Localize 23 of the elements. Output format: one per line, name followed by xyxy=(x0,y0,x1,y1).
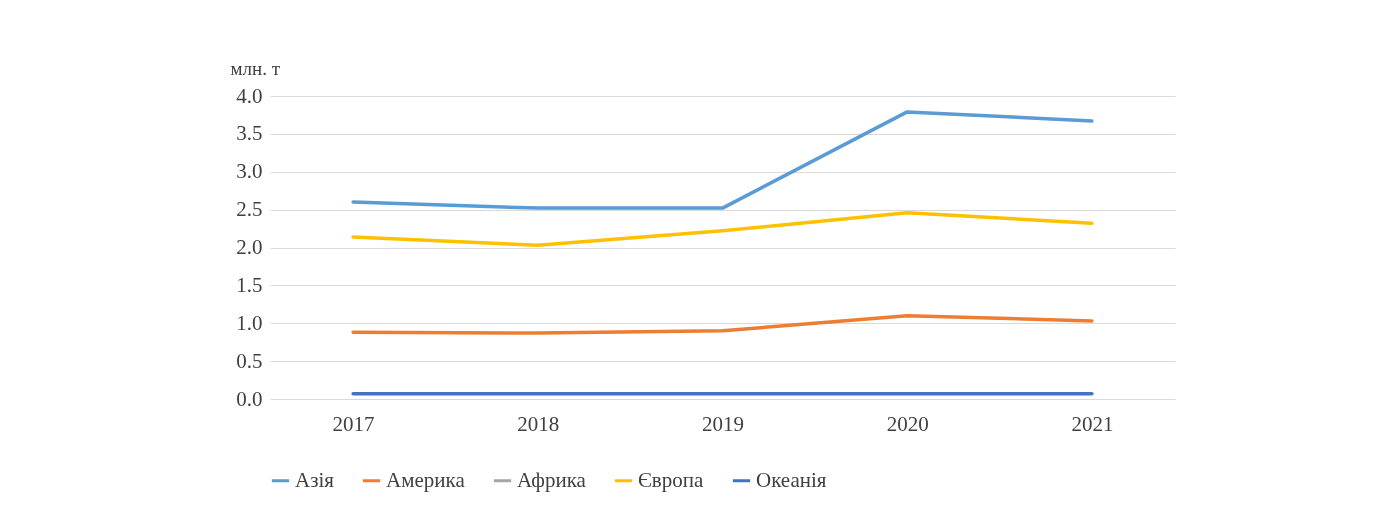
y-tick-label: 2.5 xyxy=(236,197,263,222)
y-tick-label: 0.5 xyxy=(236,348,263,373)
x-tick-label: 2021 xyxy=(1071,411,1114,436)
y-tick-label: 2.0 xyxy=(236,235,263,259)
y-tick-label: 1.0 xyxy=(236,310,263,335)
y-tick-label: 1.5 xyxy=(236,272,263,297)
x-tick-label: 2018 xyxy=(517,411,560,436)
y-tick-label: 3.0 xyxy=(236,159,263,184)
legend-label: Азія xyxy=(295,467,335,492)
line-series xyxy=(351,313,1094,335)
y-axis-title: млн. т xyxy=(230,57,281,79)
line-series xyxy=(351,210,1094,247)
line-series xyxy=(351,110,1094,210)
legend-label: Океанія xyxy=(756,467,827,492)
x-tick-label: 2017 xyxy=(332,411,375,436)
legend-label: Європа xyxy=(638,467,705,492)
y-tick-label: 0.0 xyxy=(236,386,263,411)
x-tick-label: 2019 xyxy=(702,411,744,436)
y-tick-label: 3.5 xyxy=(236,121,263,146)
y-tick-label: 4.0 xyxy=(236,83,263,108)
legend-label: Америка xyxy=(386,467,466,492)
x-tick-label: 2020 xyxy=(886,411,929,436)
legend-label: Африка xyxy=(517,467,587,492)
